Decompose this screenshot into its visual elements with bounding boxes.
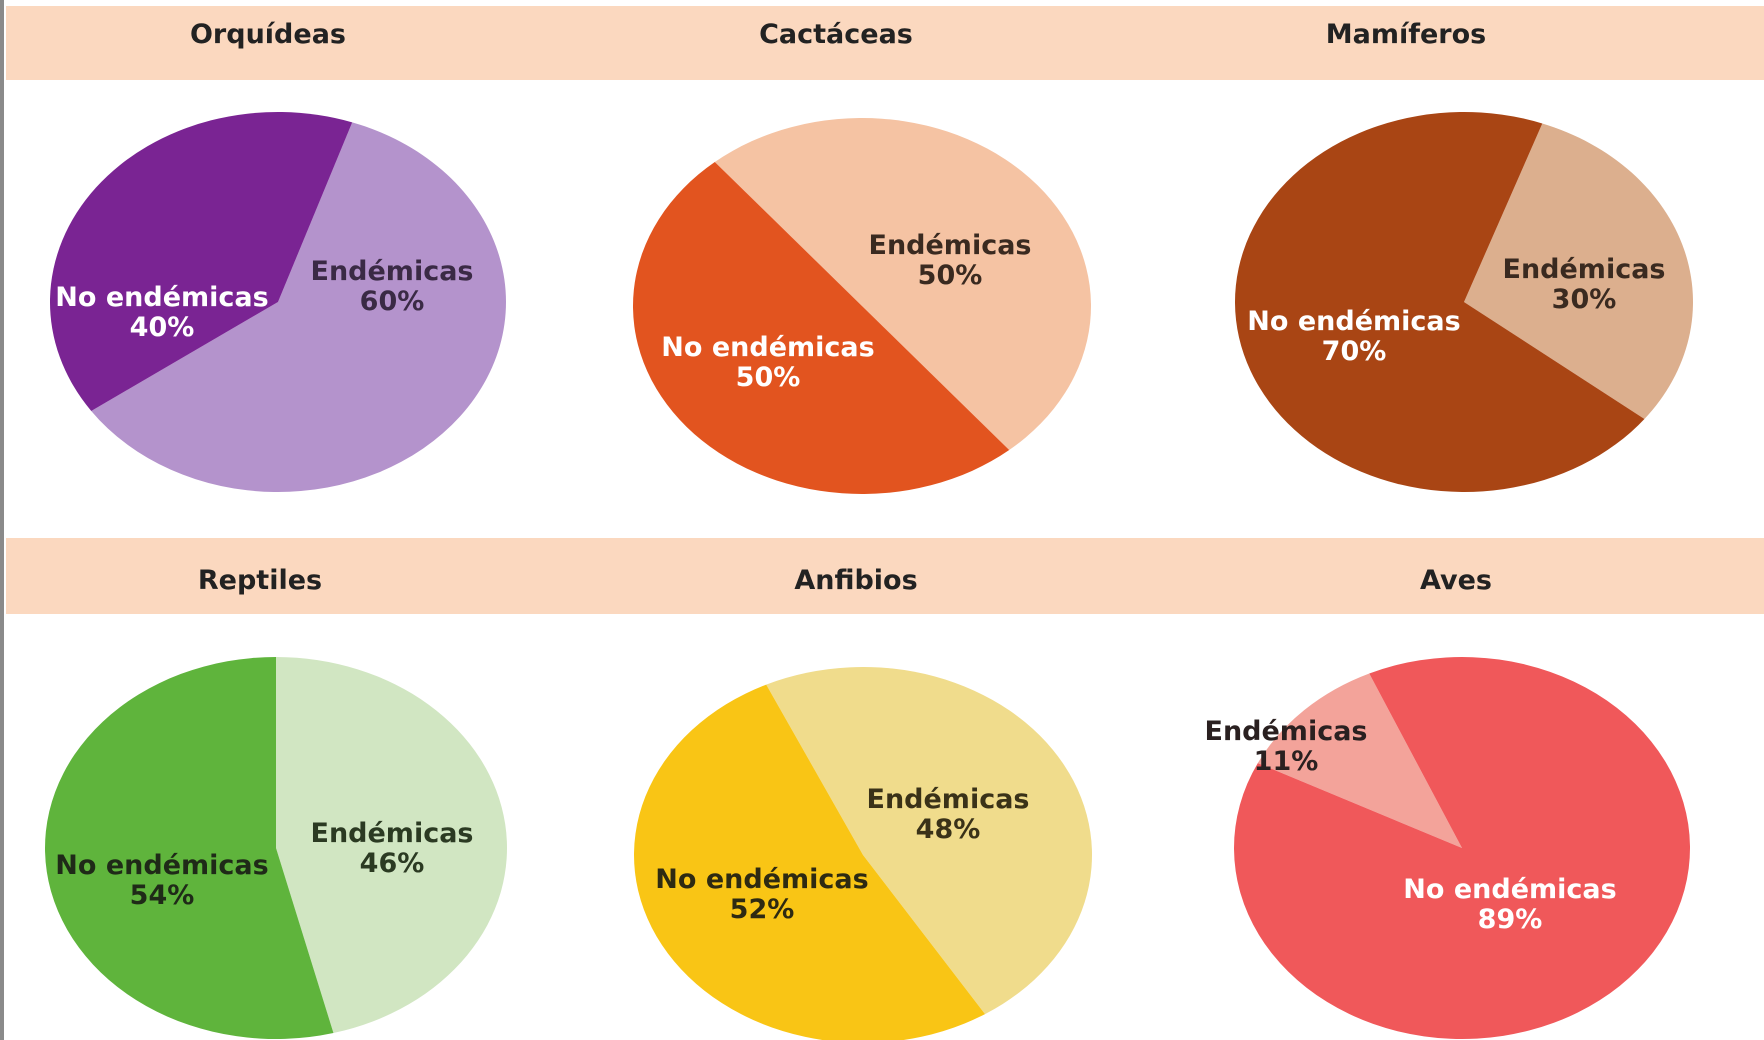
pie-slice-endemicas	[91, 122, 506, 492]
pie-slice-no-endemicas	[45, 657, 334, 1039]
chart-title-orquideas: Orquídeas	[189, 19, 346, 50]
header-band-top	[6, 6, 1764, 80]
pie-slice-endemicas	[766, 666, 1093, 1015]
header-band-bottom	[6, 538, 1764, 614]
slice-value-label: 54%	[130, 880, 195, 911]
slice-label: No endémicas	[1247, 306, 1460, 337]
slice-value-label: 11%	[1254, 746, 1319, 777]
chart-title-aves: Aves	[1420, 565, 1492, 596]
slice-value-label: 89%	[1478, 904, 1543, 935]
chart-title-mamiferos: Mamíferos	[1325, 19, 1487, 50]
slice-label: No endémicas	[55, 850, 268, 881]
slice-label: Endémicas	[867, 784, 1030, 815]
pie-slice-endemicas	[1257, 673, 1462, 848]
slice-value-label: 50%	[918, 260, 983, 291]
chart-title-reptiles: Reptiles	[197, 565, 323, 596]
slice-label: Endémicas	[1205, 716, 1368, 747]
slice-label: Endémicas	[869, 230, 1032, 261]
slice-value-label: 70%	[1322, 336, 1387, 367]
slice-value-label: 48%	[916, 814, 981, 845]
pie-slice-no-endemicas	[634, 684, 986, 1040]
slice-label: Endémicas	[311, 818, 474, 849]
slice-value-label: 52%	[730, 894, 795, 925]
slice-label: No endémicas	[661, 332, 874, 363]
pie-slice-endemicas	[276, 657, 508, 1033]
slice-value-label: 50%	[736, 362, 801, 393]
pie-slice-no-endemicas	[49, 111, 353, 411]
slice-label: Endémicas	[311, 256, 474, 287]
pie-slice-no-endemicas	[632, 161, 1010, 495]
pie-slice-no-endemicas	[1234, 112, 1645, 493]
left-frame-border	[0, 0, 4, 1040]
slice-label: Endémicas	[1503, 254, 1666, 285]
pie-slice-endemicas	[714, 117, 1092, 451]
slice-label: No endémicas	[655, 864, 868, 895]
slice-value-label: 60%	[360, 286, 425, 317]
pie-slice-no-endemicas	[1234, 656, 1691, 1039]
slice-value-label: 46%	[360, 848, 425, 879]
slice-label: No endémicas	[55, 282, 268, 313]
chart-title-cactaceas: Cactáceas	[759, 19, 913, 50]
chart-title-anfibios: Anfibios	[794, 565, 918, 596]
slice-value-label: 40%	[130, 312, 195, 343]
pie-slice-endemicas	[1464, 123, 1693, 419]
slice-value-label: 30%	[1552, 284, 1617, 315]
slice-label: No endémicas	[1403, 874, 1616, 905]
